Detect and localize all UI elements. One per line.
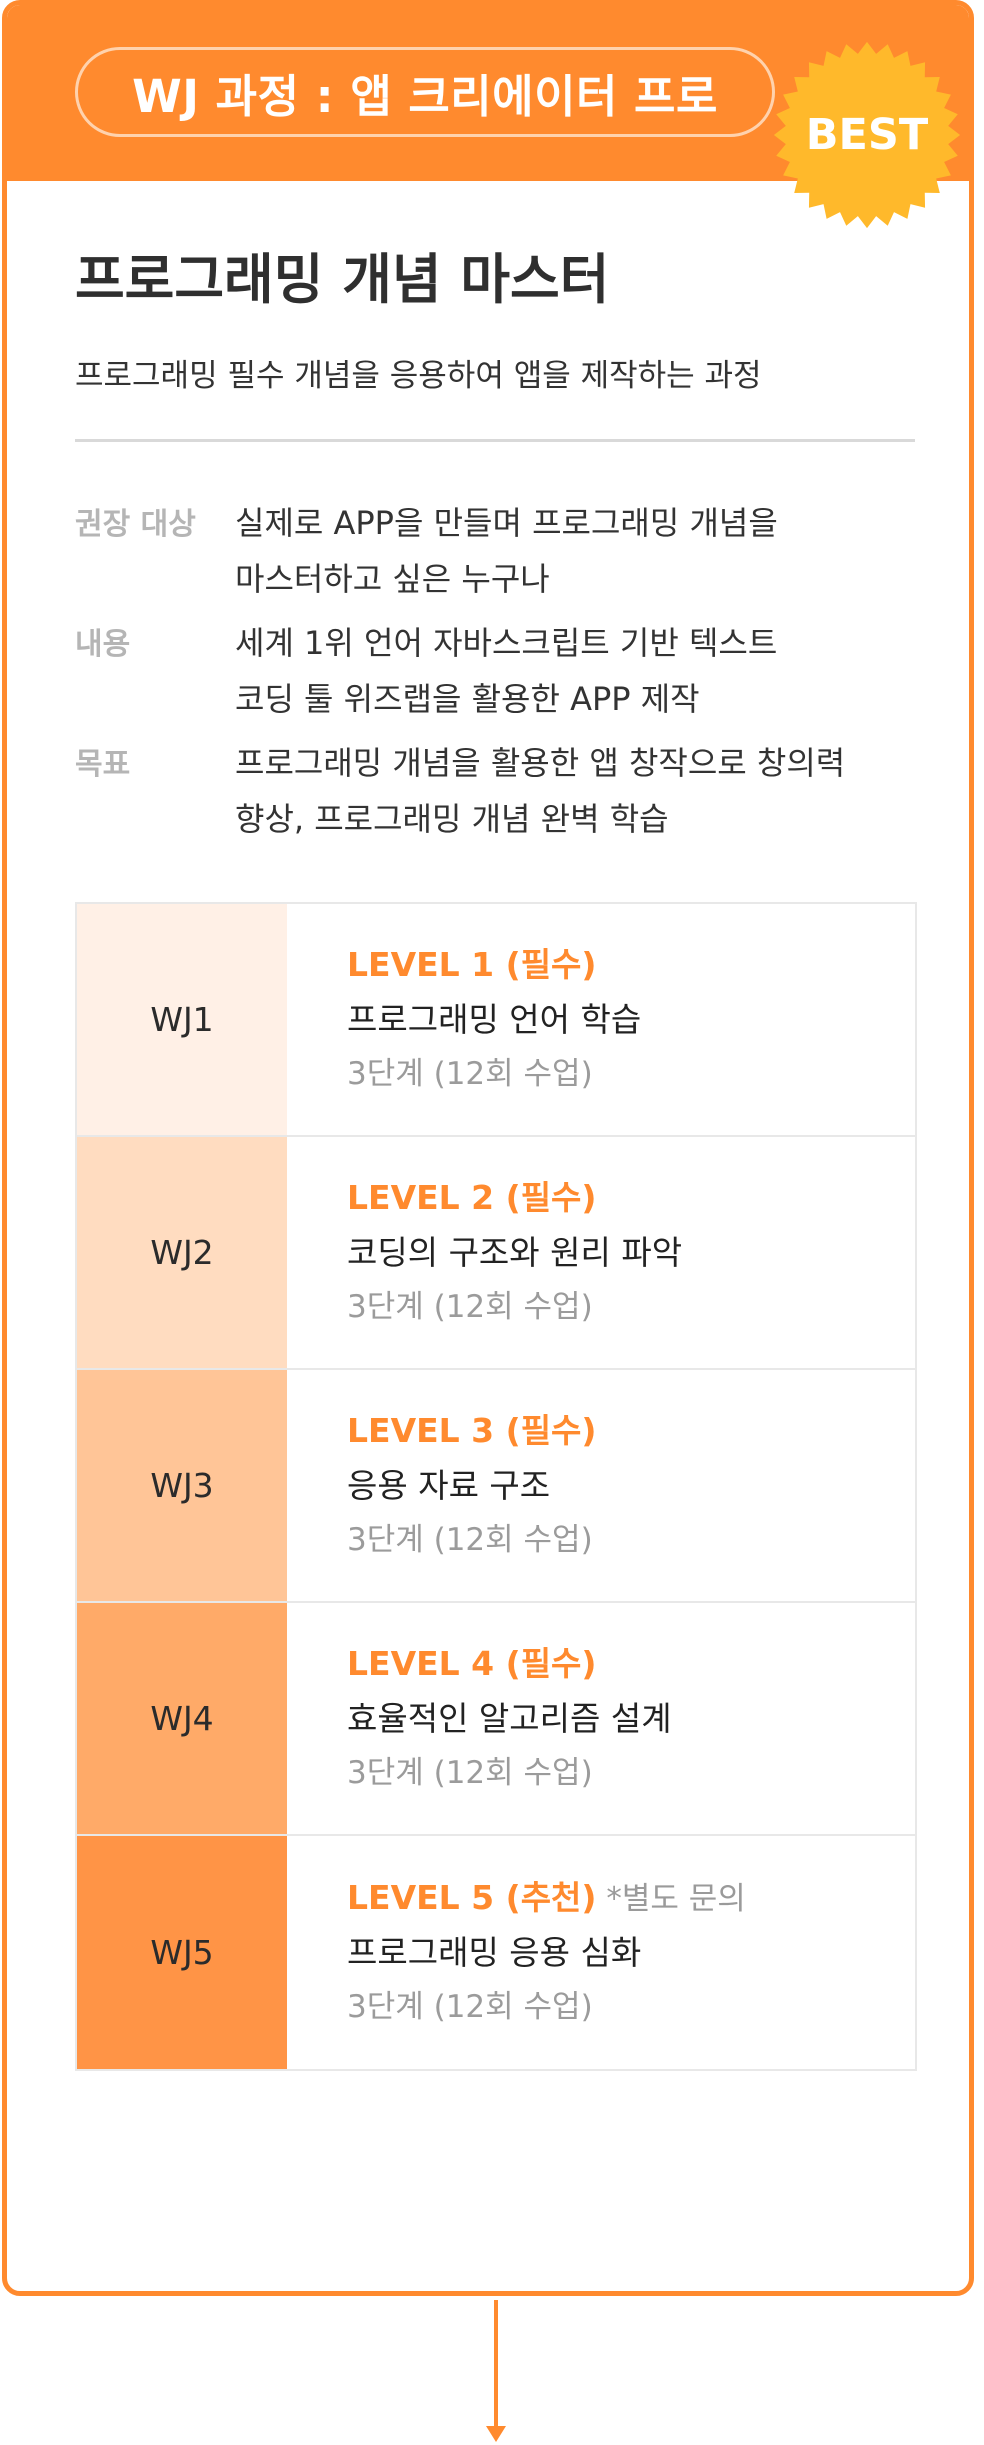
info-line: 실제로 APP을 만들며 프로그래밍 개념을 (235, 504, 778, 542)
level-title: LEVEL 2 (필수) (347, 1171, 915, 1226)
down-arrow-icon (486, 2300, 506, 2445)
level-row-wj2: WJ2 LEVEL 2 (필수) 코딩의 구조와 원리 파악 3단계 (12회 … (77, 1137, 915, 1370)
level-label: LEVEL 3 (필수) (347, 1411, 597, 1450)
info-text: 실제로 APP을 만들며 프로그래밍 개념을 마스터하고 싶은 누구나 (235, 495, 935, 607)
level-title: LEVEL 3 (필수) (347, 1404, 915, 1459)
level-table: WJ1 LEVEL 1 (필수) 프로그래밍 언어 학습 3단계 (12회 수업… (75, 902, 917, 2071)
level-meta: 3단계 (12회 수업) (347, 1989, 593, 2025)
badge-label: BEST (805, 110, 929, 160)
level-code: WJ3 (77, 1370, 287, 1601)
info-label: 내용 (75, 627, 131, 662)
level-title: LEVEL 5 (추천) *별도 문의 (347, 1871, 915, 1926)
level-name: 코딩의 구조와 원리 파악 (347, 1233, 683, 1272)
info-line: 코딩 툴 위즈랩을 활용한 APP 제작 (235, 680, 700, 718)
course-name-pill: WJ 과정 : 앱 크리에이터 프로 (75, 47, 775, 137)
level-meta: 3단계 (12회 수업) (347, 1289, 593, 1325)
level-row-wj5: WJ5 LEVEL 5 (추천) *별도 문의 프로그래밍 응용 심화 3단계 … (77, 1836, 915, 2069)
level-name: 응용 자료 구조 (347, 1466, 551, 1505)
level-row-wj3: WJ3 LEVEL 3 (필수) 응용 자료 구조 3단계 (12회 수업) (77, 1370, 915, 1603)
level-meta: 3단계 (12회 수업) (347, 1056, 593, 1092)
info-label: 목표 (75, 747, 131, 782)
level-label: LEVEL 2 (필수) (347, 1178, 597, 1217)
level-code: WJ2 (77, 1137, 287, 1368)
level-body: LEVEL 1 (필수) 프로그래밍 언어 학습 3단계 (12회 수업) (287, 904, 915, 1135)
level-title: LEVEL 4 (필수) (347, 1637, 915, 1692)
level-code: WJ4 (77, 1603, 287, 1834)
level-body: LEVEL 3 (필수) 응용 자료 구조 3단계 (12회 수업) (287, 1370, 915, 1601)
level-row-wj4: WJ4 LEVEL 4 (필수) 효율적인 알고리즘 설계 3단계 (12회 수… (77, 1603, 915, 1836)
starburst-icon (773, 41, 961, 229)
level-code: WJ1 (77, 904, 287, 1135)
level-name: 효율적인 알고리즘 설계 (347, 1699, 672, 1738)
info-line: 세계 1위 언어 자바스크립트 기반 텍스트 (235, 624, 778, 662)
level-row-wj1: WJ1 LEVEL 1 (필수) 프로그래밍 언어 학습 3단계 (12회 수업… (77, 904, 915, 1137)
level-body: LEVEL 4 (필수) 효율적인 알고리즘 설계 3단계 (12회 수업) (287, 1603, 915, 1834)
info-line: 마스터하고 싶은 누구나 (235, 560, 550, 598)
level-meta: 3단계 (12회 수업) (347, 1755, 593, 1791)
page-title: 프로그래밍 개념 마스터 (75, 248, 610, 311)
info-line: 향상, 프로그래밍 개념 완벽 학습 (235, 800, 669, 838)
level-body: LEVEL 2 (필수) 코딩의 구조와 원리 파악 3단계 (12회 수업) (287, 1137, 915, 1368)
level-code: WJ5 (77, 1836, 287, 2069)
level-title: LEVEL 1 (필수) (347, 938, 915, 993)
course-subtitle: 프로그래밍 필수 개념을 응용하여 앱을 제작하는 과정 (75, 358, 762, 394)
info-line: 프로그래밍 개념을 활용한 앱 창작으로 창의력 (235, 744, 846, 782)
level-label: LEVEL 1 (필수) (347, 945, 597, 984)
level-meta: 3단계 (12회 수업) (347, 1522, 593, 1558)
best-badge: BEST (772, 40, 962, 230)
level-label: LEVEL 4 (필수) (347, 1644, 597, 1683)
level-name: 프로그래밍 언어 학습 (347, 1000, 642, 1039)
level-name: 프로그래밍 응용 심화 (347, 1933, 642, 1972)
info-text: 세계 1위 언어 자바스크립트 기반 텍스트 코딩 툴 위즈랩을 활용한 APP… (235, 615, 935, 727)
level-label: LEVEL 5 (추천) (347, 1878, 597, 1917)
info-text: 프로그래밍 개념을 활용한 앱 창작으로 창의력 향상, 프로그래밍 개념 완벽… (235, 735, 935, 847)
level-body: LEVEL 5 (추천) *별도 문의 프로그래밍 응용 심화 3단계 (12회… (287, 1836, 915, 2069)
info-label: 권장 대상 (75, 507, 196, 542)
level-note: *별도 문의 (596, 1881, 746, 1917)
divider (75, 439, 915, 442)
course-card: WJ 과정 : 앱 크리에이터 프로 프로그래밍 개념 마스터 프로그래밍 필수… (2, 0, 974, 2296)
